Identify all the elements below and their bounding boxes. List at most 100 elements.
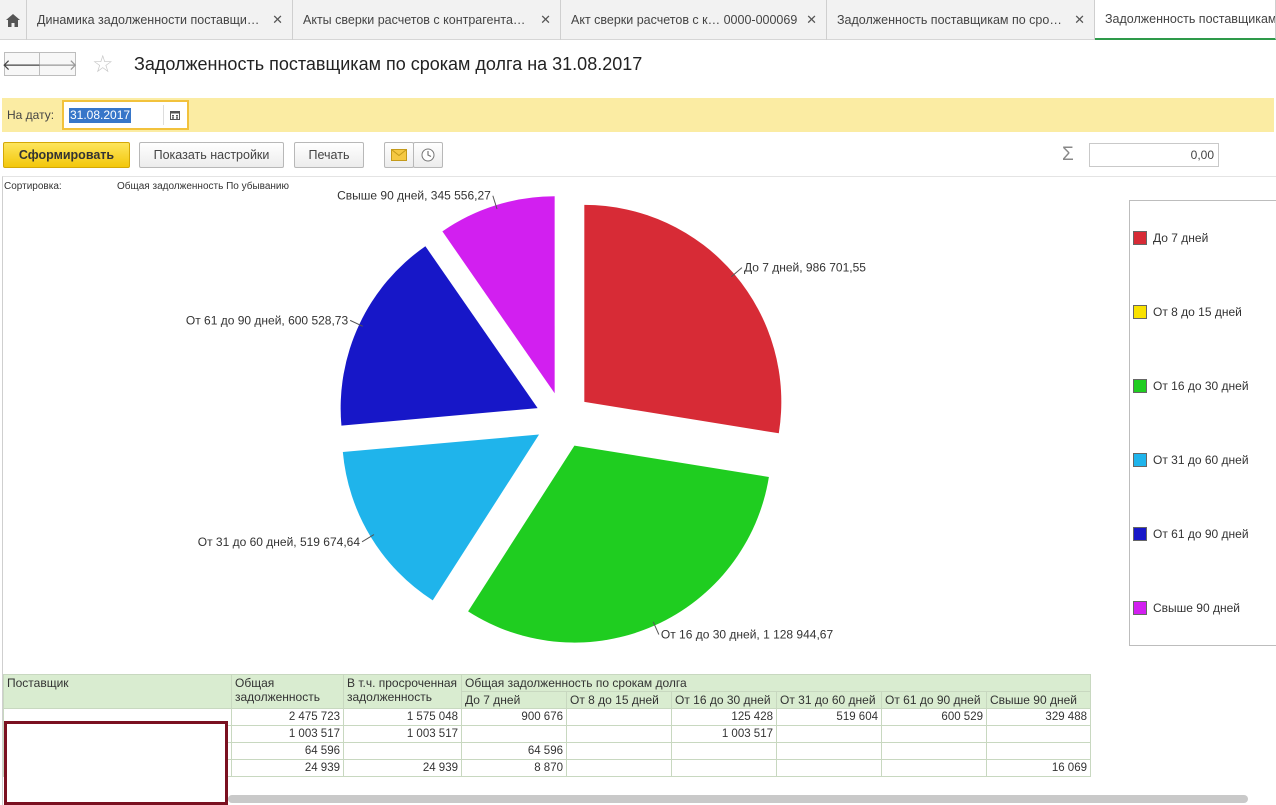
pie-slice[interactable]: [442, 196, 555, 394]
home-icon: [6, 13, 20, 27]
legend-swatch: [1133, 527, 1147, 541]
period-header: От 8 до 15 дней: [566, 691, 672, 709]
tab-label: Задолженность поставщикам…: [1105, 12, 1276, 26]
generate-button[interactable]: Сформировать: [3, 142, 130, 168]
table-cell: 64 596: [461, 742, 567, 760]
debt-pie-chart: До 7 дней, 986 701,55 От 16 до 30 дней, 1…: [186, 190, 866, 643]
period-header: От 31 до 60 дней: [776, 691, 882, 709]
table-cell: 16 069: [986, 759, 1091, 777]
tab-label: Акты сверки расчетов с контрагента…: [303, 13, 526, 27]
close-icon[interactable]: ✕: [1074, 12, 1085, 27]
label-leader-line: [730, 267, 743, 278]
send-email-button[interactable]: [384, 142, 414, 168]
table-cell: 24 939: [231, 759, 344, 777]
slice-label: От 31 до 60 дней, 519 674,64: [198, 535, 361, 549]
legend-swatch: [1133, 453, 1147, 467]
label-leader-line: [361, 534, 375, 543]
tab-reconciliation-act[interactable]: Акт сверки расчетов с к… 0000-000069 ✕: [561, 0, 827, 40]
arrow-right-icon: 🡒: [37, 56, 78, 74]
period-group-header: Общая задолженность по срокам долга: [461, 674, 1091, 692]
table-cell: [881, 759, 987, 777]
date-label: На дату:: [7, 108, 55, 122]
pie-slice[interactable]: [342, 434, 540, 601]
label-leader-line: [349, 319, 363, 327]
show-settings-button[interactable]: Показать настройки: [139, 142, 284, 168]
tab-supplier-debt-prev[interactable]: Задолженность поставщикам по сро… ✕: [827, 0, 1095, 40]
tab-label: Задолженность поставщикам по сро…: [837, 13, 1062, 27]
tab-supplier-debt-current[interactable]: Задолженность поставщикам…: [1095, 0, 1276, 40]
period-header: От 16 до 30 дней: [671, 691, 777, 709]
date-field[interactable]: 31.08.2017: [62, 100, 189, 130]
legend-swatch: [1133, 305, 1147, 319]
home-tab[interactable]: [0, 0, 27, 40]
table-row[interactable]: 24 939 24 939 8 870 16 069: [3, 759, 1091, 777]
envelope-icon: [391, 149, 407, 161]
slice-label: От 16 до 30 дней, 1 128 944,67: [661, 628, 834, 642]
table-cell: [566, 742, 672, 760]
label-leader-line: [652, 621, 660, 635]
slice-label: От 61 до 90 дней, 600 528,73: [186, 313, 349, 327]
pie-slice[interactable]: [340, 246, 538, 426]
tab-label: Динамика задолженности поставщи…: [37, 13, 260, 27]
legend-swatch: [1133, 601, 1147, 615]
table-cell: [881, 742, 987, 760]
page-title: Задолженность поставщикам по срокам долг…: [134, 54, 643, 74]
calendar-icon[interactable]: [163, 105, 185, 125]
close-icon[interactable]: ✕: [272, 12, 283, 27]
close-icon[interactable]: ✕: [806, 12, 817, 27]
legend-swatch: [1133, 379, 1147, 393]
legend-item: От 8 до 15 дней: [1133, 305, 1242, 319]
total-header: Общая задолженность: [231, 674, 344, 709]
legend-item: До 7 дней: [1133, 231, 1208, 245]
horizontal-scrollbar[interactable]: [228, 795, 1248, 803]
slice-label: До 7 дней, 986 701,55: [744, 261, 866, 275]
overdue-header: В т.ч. просроченная задолженность: [343, 674, 462, 709]
period-header: От 61 до 90 дней: [881, 691, 987, 709]
table-cell: 1 575 048: [343, 708, 462, 726]
print-button[interactable]: Печать: [294, 142, 364, 168]
forward-button[interactable]: 🡒: [37, 52, 78, 76]
table-cell: [566, 708, 672, 726]
tab-bar: Динамика задолженности поставщи… ✕ Акты …: [0, 0, 1276, 40]
sort-value: Общая задолженность По убыванию: [117, 181, 289, 192]
tab-debt-dynamics[interactable]: Динамика задолженности поставщи… ✕: [27, 0, 293, 40]
legend-label: От 61 до 90 дней: [1153, 527, 1249, 541]
legend-label: От 16 до 30 дней: [1153, 379, 1249, 393]
table-cell: 600 529: [881, 708, 987, 726]
sum-field[interactable]: 0,00: [1089, 143, 1219, 167]
close-icon[interactable]: ✕: [540, 12, 551, 27]
legend-swatch: [1133, 231, 1147, 245]
table-cell: 1 003 517: [671, 725, 777, 743]
table-cell: [986, 725, 1091, 743]
filter-bar: На дату: 31.08.2017: [2, 98, 1274, 132]
table-cell: 64 596: [231, 742, 344, 760]
table-row[interactable]: 2 475 723 1 575 048 900 676 125 428 519 …: [3, 708, 1091, 726]
table-cell: [566, 725, 672, 743]
table-cell: 519 604: [776, 708, 882, 726]
table-cell: 1 003 517: [231, 725, 344, 743]
table-cell: [986, 742, 1091, 760]
legend-item: Свыше 90 дней: [1133, 601, 1240, 615]
legend-label: От 8 до 15 дней: [1153, 305, 1242, 319]
chart-legend: До 7 дней От 8 до 15 дней От 16 до 30 дн…: [1129, 200, 1276, 646]
tab-reconciliation-acts[interactable]: Акты сверки расчетов с контрагента… ✕: [293, 0, 561, 40]
table-cell: [461, 725, 567, 743]
history-button[interactable]: [413, 142, 443, 168]
table-cell: [671, 742, 777, 760]
pie-slice[interactable]: [468, 445, 769, 643]
table-cell: 8 870: [461, 759, 567, 777]
legend-label: Свыше 90 дней: [1153, 601, 1240, 615]
favorite-star-icon[interactable]: ☆: [92, 51, 114, 78]
date-value: 31.08.2017: [69, 107, 132, 123]
clock-icon: [421, 148, 435, 162]
legend-item: От 16 до 30 дней: [1133, 379, 1249, 393]
table-cell: 329 488: [986, 708, 1091, 726]
tab-label: Акт сверки расчетов с к… 0000-000069: [571, 13, 798, 27]
legend-item: От 31 до 60 дней: [1133, 453, 1249, 467]
pie-slice[interactable]: [584, 204, 782, 434]
back-button[interactable]: 🡐: [2, 52, 42, 76]
label-leader-line: [492, 195, 498, 210]
table-cell: [671, 759, 777, 777]
supplier-header: Поставщик: [3, 674, 232, 709]
table-cell: 900 676: [461, 708, 567, 726]
